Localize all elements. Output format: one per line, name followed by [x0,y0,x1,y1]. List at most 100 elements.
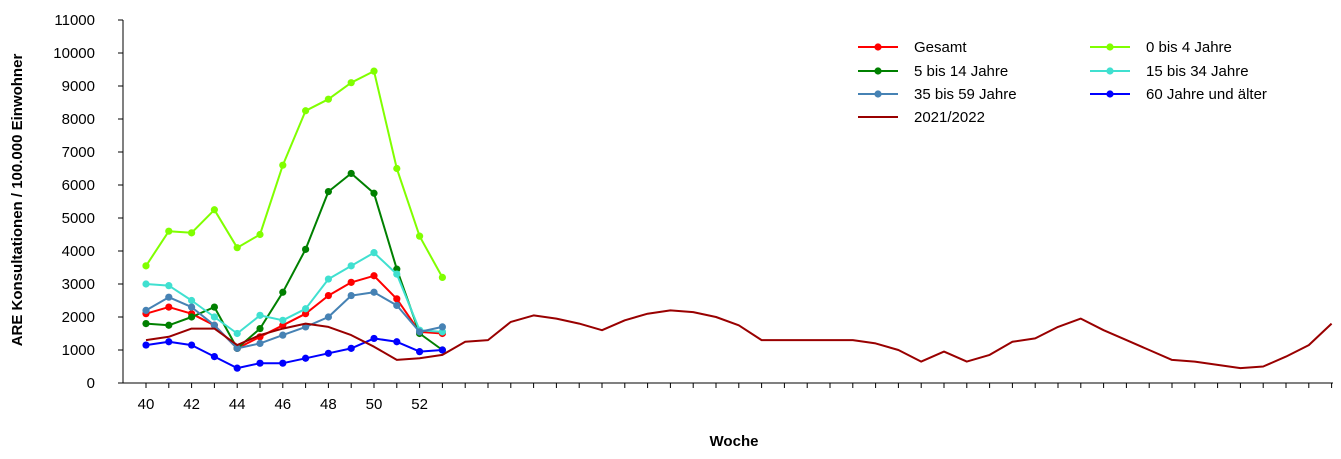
data-point [347,278,355,286]
data-point [188,303,196,311]
data-point [324,95,332,103]
data-point [393,265,401,273]
data-point [393,164,401,173]
data-point [370,288,378,296]
data-point [188,341,196,349]
data-point [233,244,241,252]
data-point [210,206,218,214]
data-point [256,359,264,367]
legend-entry: 35 bis 59 Jahre [858,86,1017,103]
data-point [438,328,446,336]
data-point [302,354,310,362]
series-line [145,70,444,278]
series-lines [142,67,1333,372]
legend-marker [874,67,882,75]
data-point [347,169,355,178]
series-1 [142,67,446,281]
x-tick-label: 48 [320,396,337,413]
series-3 [142,249,446,338]
data-point [302,323,310,331]
legend-entry: 0 bis 4 Jahre [1090,39,1232,56]
legend-label: 15 bis 34 Jahre [1146,63,1249,80]
data-point [370,189,378,197]
data-point [302,305,310,313]
y-tick-label: 0 [87,375,95,392]
data-point [347,79,355,87]
x-tick-label: 52 [411,396,428,413]
legend-entry: Gesamt [858,39,967,56]
data-point [416,348,424,356]
data-point [165,227,173,235]
y-tick-label: 8000 [62,111,95,128]
data-point [233,364,241,372]
x-tick-label: 50 [366,396,383,413]
data-point [324,291,332,300]
legend-label: 35 bis 59 Jahre [914,86,1017,103]
legend-entry: 5 bis 14 Jahre [858,63,1008,80]
legend-label: 60 Jahre und älter [1146,86,1267,103]
data-point [279,331,287,339]
y-tick-label: 11000 [54,12,95,29]
data-point [279,161,287,169]
legend-marker [874,43,882,51]
data-point [279,316,287,324]
data-point [256,324,264,333]
data-point [324,275,332,283]
y-tick-label: 6000 [62,177,95,194]
legend-marker [1106,67,1114,75]
data-point [393,270,401,278]
x-axis-title: Woche [710,433,759,450]
series-4 [142,288,446,352]
data-point [416,232,424,240]
y-tick-label: 1000 [62,342,95,359]
data-point [210,353,218,361]
y-tick-label: 9000 [62,78,95,95]
data-point [324,188,332,196]
series-6 [145,309,1333,370]
data-point [256,311,264,319]
legend-marker [874,90,882,98]
data-point [324,349,332,357]
data-point [370,249,378,257]
data-point [165,282,173,290]
legend-marker [1106,43,1114,51]
data-point [370,334,378,343]
legend-label: 0 bis 4 Jahre [1146,39,1232,56]
data-point [347,291,355,300]
data-point [370,272,378,280]
series-5 [142,334,446,372]
data-point [142,262,150,270]
data-point [165,303,173,311]
data-point [416,328,424,336]
data-point [210,313,218,321]
series-line [145,251,443,335]
data-point [210,321,218,329]
data-point [302,310,310,318]
data-point [210,303,218,311]
y-tick-label: 5000 [62,210,95,227]
data-point [279,288,287,296]
y-tick-label: 2000 [62,309,95,326]
series-line [145,337,443,370]
series-line [145,172,443,351]
data-point [438,273,446,281]
data-point [370,67,378,75]
legend-label: 2021/2022 [914,109,985,126]
data-point [347,344,355,352]
data-point [438,346,446,354]
y-tick-label: 4000 [62,243,95,260]
data-point [279,321,287,329]
y-axis-title: ARE Konsultationen / 100.000 Einwohner [9,54,26,347]
data-point [165,321,173,329]
x-tick-label: 42 [183,396,200,413]
data-point [438,323,446,331]
data-point [256,230,264,239]
x-tick-label: 44 [229,396,246,413]
legend-entry: 15 bis 34 Jahre [1090,63,1249,80]
data-point [393,338,401,346]
data-point [256,339,264,347]
data-point [279,359,287,367]
data-point [393,295,401,303]
data-point [142,320,150,328]
